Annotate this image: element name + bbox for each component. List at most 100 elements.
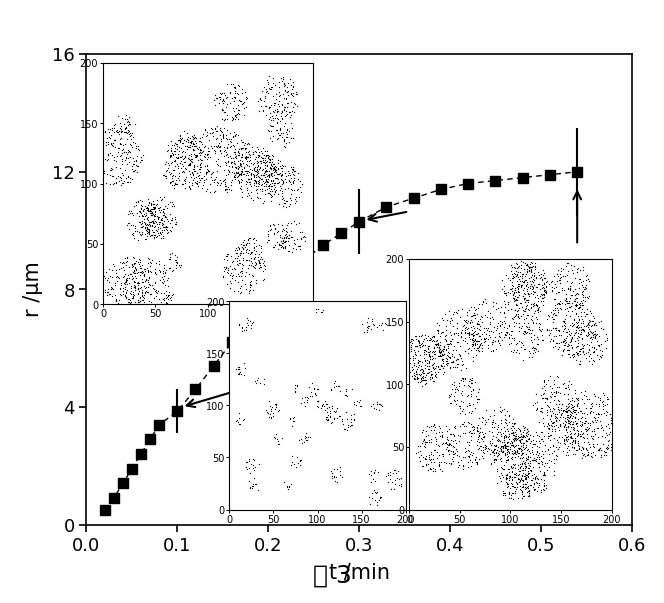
Point bbox=[232, 243, 243, 253]
Point bbox=[463, 329, 473, 339]
Point bbox=[481, 306, 492, 315]
Point bbox=[508, 288, 519, 298]
Point bbox=[202, 160, 212, 170]
Point bbox=[507, 441, 517, 450]
Point bbox=[572, 350, 583, 359]
Point bbox=[175, 262, 185, 271]
Point bbox=[471, 309, 481, 319]
Point bbox=[473, 332, 483, 341]
Point bbox=[213, 93, 224, 103]
Point bbox=[178, 138, 189, 148]
Point bbox=[168, 183, 179, 193]
Point bbox=[558, 321, 569, 331]
Point bbox=[266, 413, 276, 423]
Point bbox=[306, 378, 317, 388]
Point bbox=[535, 270, 546, 279]
Point bbox=[159, 223, 169, 232]
Point bbox=[206, 124, 216, 133]
Point bbox=[473, 437, 483, 446]
Point bbox=[546, 312, 556, 322]
Point bbox=[143, 217, 153, 227]
Point bbox=[454, 460, 464, 470]
Point bbox=[270, 167, 281, 177]
Point bbox=[562, 405, 573, 415]
Point bbox=[167, 177, 177, 186]
Point bbox=[114, 164, 125, 174]
Point bbox=[499, 411, 510, 420]
Point bbox=[152, 212, 163, 221]
Point bbox=[287, 177, 297, 187]
Point bbox=[271, 125, 282, 134]
Point bbox=[511, 347, 521, 357]
Point bbox=[605, 446, 616, 455]
Point bbox=[523, 446, 534, 455]
Point bbox=[550, 276, 561, 286]
Point bbox=[576, 428, 587, 438]
Point bbox=[133, 289, 143, 298]
Point bbox=[226, 112, 236, 122]
Point bbox=[321, 399, 332, 408]
Point bbox=[138, 214, 149, 224]
Point bbox=[554, 300, 564, 309]
Point bbox=[518, 471, 529, 481]
Point bbox=[593, 445, 604, 455]
Point bbox=[238, 414, 249, 424]
Point bbox=[478, 335, 489, 344]
Point bbox=[512, 311, 523, 321]
Point bbox=[552, 425, 563, 435]
Point bbox=[570, 289, 581, 298]
Point bbox=[146, 216, 157, 226]
Point bbox=[548, 417, 559, 427]
Point bbox=[261, 160, 272, 170]
Point bbox=[153, 265, 164, 275]
Point bbox=[278, 201, 288, 211]
Point bbox=[427, 467, 438, 476]
Point bbox=[562, 418, 573, 428]
Point bbox=[288, 414, 298, 423]
Point bbox=[103, 277, 114, 286]
Point bbox=[498, 281, 509, 291]
Point bbox=[233, 269, 244, 279]
Point bbox=[129, 265, 139, 275]
Point bbox=[416, 427, 427, 437]
Point bbox=[126, 262, 137, 272]
Point bbox=[449, 449, 459, 458]
Point bbox=[224, 128, 235, 137]
Point bbox=[249, 260, 260, 270]
Point bbox=[299, 432, 310, 441]
Point bbox=[580, 275, 591, 285]
Point bbox=[546, 418, 556, 428]
Point bbox=[229, 110, 240, 120]
Point bbox=[363, 321, 373, 331]
Point bbox=[427, 359, 438, 369]
Point bbox=[114, 295, 124, 305]
Point bbox=[151, 231, 162, 241]
Point bbox=[132, 284, 143, 294]
Point bbox=[509, 488, 519, 497]
Point bbox=[212, 178, 222, 188]
Point bbox=[135, 293, 145, 303]
Point bbox=[291, 382, 302, 391]
Point bbox=[97, 142, 108, 152]
Point bbox=[269, 166, 280, 176]
Point bbox=[222, 182, 233, 192]
Point bbox=[539, 279, 549, 288]
Point bbox=[131, 268, 142, 278]
Point bbox=[290, 219, 301, 229]
Point bbox=[279, 161, 290, 171]
Point bbox=[578, 450, 588, 459]
Point bbox=[144, 221, 155, 230]
Point bbox=[500, 270, 511, 279]
Point bbox=[169, 212, 180, 222]
Point bbox=[536, 275, 546, 285]
Point bbox=[444, 449, 454, 459]
Point bbox=[254, 260, 265, 270]
Point bbox=[157, 210, 168, 219]
Point bbox=[536, 275, 546, 285]
Point bbox=[243, 167, 254, 177]
Point bbox=[523, 444, 533, 454]
Point bbox=[428, 420, 438, 430]
Point bbox=[416, 381, 427, 391]
Point bbox=[412, 335, 423, 345]
Point bbox=[270, 114, 280, 124]
